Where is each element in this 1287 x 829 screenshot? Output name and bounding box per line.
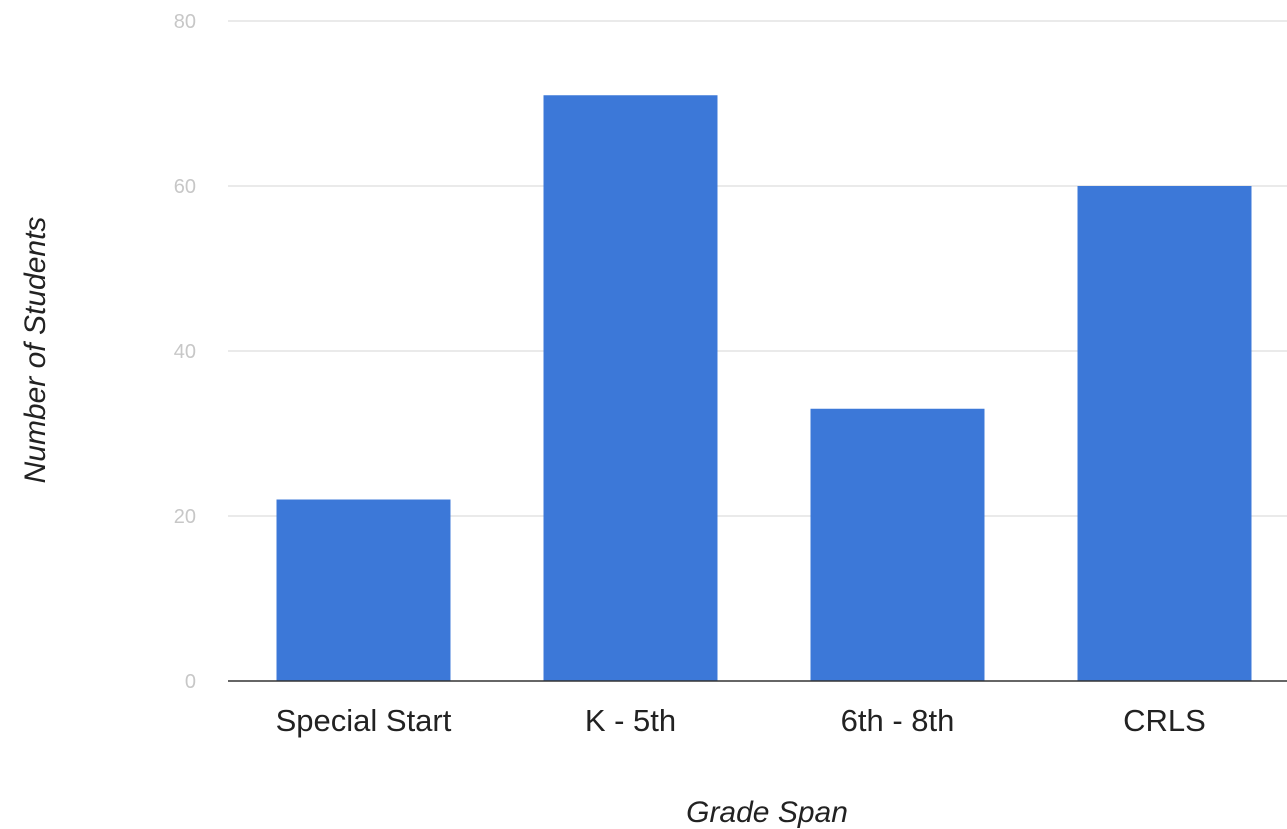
bar[interactable] xyxy=(810,408,985,681)
x-axis-categories: Special Start K - 5th 6th - 8th CRLS xyxy=(276,703,1206,738)
x-axis-title: Grade Span xyxy=(686,796,848,829)
bar[interactable] xyxy=(276,499,451,682)
bars xyxy=(276,95,1252,682)
y-tick-label: 20 xyxy=(174,506,196,528)
y-tick-label: 60 xyxy=(174,176,196,198)
y-axis-title: Number of Students xyxy=(19,217,52,484)
x-category-label: CRLS xyxy=(1123,703,1206,738)
bar[interactable] xyxy=(543,95,718,681)
y-tick-label: 0 xyxy=(185,671,196,693)
y-tick-label: 80 xyxy=(174,11,196,33)
y-tick-label: 40 xyxy=(174,341,196,363)
y-axis-ticks: 0 20 40 60 80 xyxy=(174,11,196,693)
x-category-label: 6th - 8th xyxy=(841,703,955,738)
bar[interactable] xyxy=(1077,186,1252,681)
x-category-label: K - 5th xyxy=(585,703,676,738)
x-category-label: Special Start xyxy=(276,703,452,738)
